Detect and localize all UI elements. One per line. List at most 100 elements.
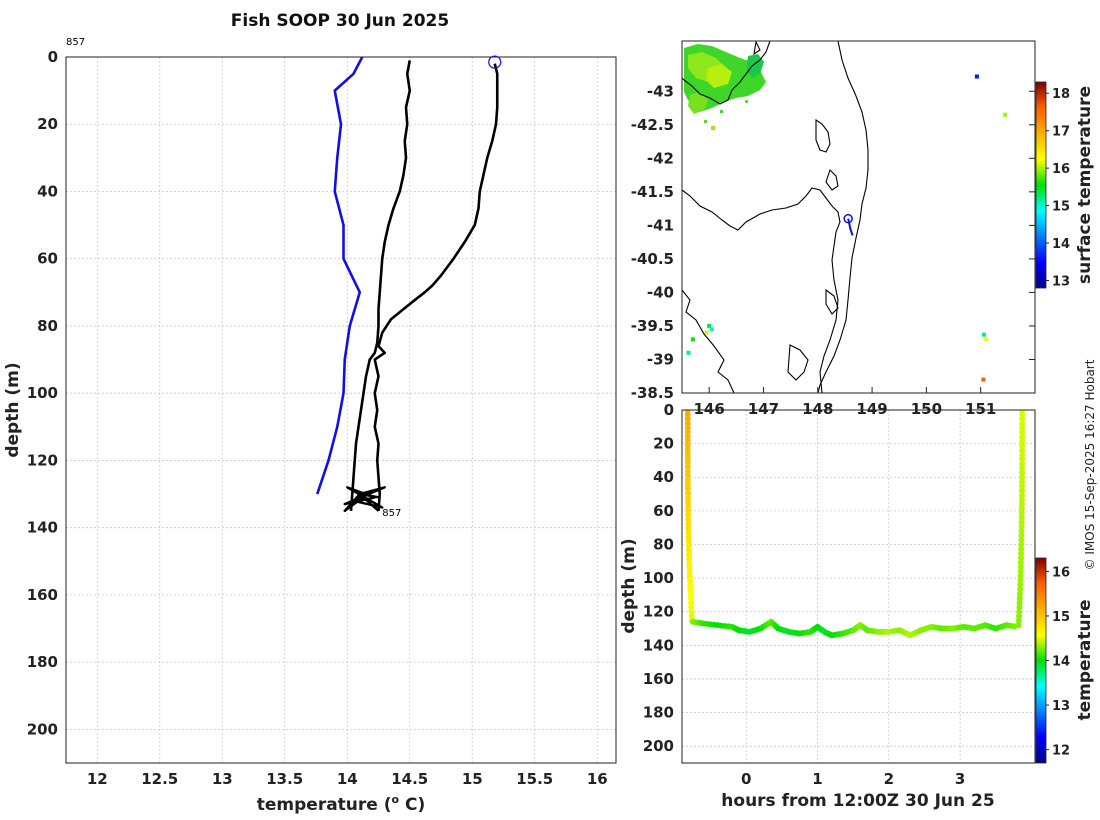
section-cast-point [1018, 505, 1025, 512]
section-cast-point [685, 516, 692, 523]
section-cast-point [684, 437, 691, 444]
section-colorbar-tick-label: 13 [1052, 699, 1070, 714]
section-y-tick-label: 200 [643, 737, 674, 755]
section-colorbar-label: temperature [1075, 599, 1095, 720]
section-cast-point [686, 573, 693, 580]
section-cast-point [1019, 438, 1026, 445]
map-colorbar-tick-label: 18 [1052, 87, 1070, 102]
profile-y-tick-label: 40 [37, 182, 58, 200]
section-cast-point [684, 424, 691, 431]
section-cast-point [1019, 442, 1026, 449]
map-colorbar-tick-label: 13 [1052, 275, 1070, 290]
section-cast-point [684, 463, 691, 470]
profile-x-label: temperature (o C) [257, 793, 426, 815]
map-x-ticks: 146 147 148 149 150 151 [693, 387, 996, 418]
section-colorbar [1035, 557, 1047, 764]
section-cast-point [1018, 514, 1025, 521]
section-cast-point [684, 481, 691, 488]
section-cast-point [1018, 519, 1025, 526]
profile-x-tick-label: 15.5 [516, 770, 553, 788]
map-colorbar-ticks: 13 14 15 16 17 18 [1046, 87, 1070, 290]
map-colorbar-tick-label: 15 [1052, 200, 1070, 215]
section-cast-point [1019, 469, 1026, 476]
section-cast-point [684, 459, 691, 466]
map-x-tick-label: 146 [693, 400, 724, 418]
section-cast-point [684, 442, 691, 449]
section-cast-point [687, 595, 694, 602]
coast-victoria [682, 41, 771, 105]
coast-island-b [825, 168, 839, 191]
section-cast-point [684, 415, 691, 422]
section-cast-point [687, 577, 694, 584]
section-cast-point [686, 551, 693, 558]
profile-line-profile-b [349, 60, 412, 511]
section-cast-point [685, 520, 692, 527]
coast-maria-island [825, 288, 839, 315]
section-cast-point [1018, 541, 1025, 548]
map-sst-pixel [690, 337, 695, 342]
section-y-tick-label: 80 [653, 535, 674, 553]
section-cast-point [685, 503, 692, 510]
profile-x-label-main: temperature ( [257, 795, 392, 815]
profile-bottom-scribble [343, 486, 386, 513]
section-cast-point [688, 599, 695, 606]
section-cast-point [1017, 586, 1024, 593]
map-colorbar-label: surface temperature [1075, 86, 1095, 284]
section-cast-point [688, 612, 695, 619]
profile-x-tick-label: 12 [87, 770, 108, 788]
section-cast-point [1016, 613, 1023, 620]
section-cast-point [1016, 608, 1023, 615]
section-cast-point [1019, 483, 1026, 490]
profile-y-tick-label: 0 [48, 48, 58, 66]
profile-y-label: depth (m) [3, 362, 23, 457]
section-points [684, 410, 1026, 639]
coast-tasman-peninsula [787, 344, 809, 381]
section-cast-point [684, 485, 691, 492]
section-cast-point [1019, 429, 1026, 436]
coast-nsw [817, 41, 869, 393]
map-content [682, 41, 1008, 393]
profile-annotation-bottom: 857 [382, 508, 401, 519]
section-colorbar-tick-label: 12 [1052, 744, 1070, 759]
section-y-tick-label: 60 [653, 502, 674, 520]
section-cast-point [1016, 590, 1023, 597]
map-sst-pixel [707, 323, 712, 328]
section-cast-point [685, 512, 692, 519]
profile-panel: Fish SOOP 30 Jun 2025 12 12.5 13 13.5 14 14.5… [3, 11, 617, 815]
map-x-tick-label: 150 [911, 400, 942, 418]
map-sst-pixel [686, 350, 691, 355]
map-y-tick-label: -39 [647, 350, 674, 368]
section-cast-point [1015, 617, 1022, 624]
section-cast-point [1019, 447, 1026, 454]
map-sst-pixel [981, 377, 986, 382]
map-colorbar-tick-label: 17 [1052, 125, 1070, 140]
profile-grid [66, 56, 616, 763]
map-sst-pixel [1003, 112, 1008, 117]
map-y-tick-label: -41 [647, 216, 674, 234]
section-cast-point [1018, 487, 1025, 494]
map-x-tick-label: 149 [856, 400, 887, 418]
profile-y-tick-label: 100 [27, 384, 58, 402]
section-colorbar-tick-label: 16 [1052, 565, 1070, 580]
map-y-tick-label: -42 [647, 149, 674, 167]
map-sst-pixels [686, 74, 1008, 382]
section-cast-point [1016, 595, 1023, 602]
profile-frame [65, 56, 617, 764]
section-cast-point [1019, 415, 1026, 422]
profile-x-tick-label: 13 [212, 770, 233, 788]
section-x-label: hours from 12:00Z 30 Jun 25 [721, 791, 994, 811]
section-cast-point [684, 411, 691, 418]
section-x-tick-label: 2 [884, 770, 894, 788]
map-x-tick-label: 148 [802, 400, 833, 418]
profile-annotation-top: 857 [66, 37, 85, 48]
profile-y-ticks: 0 20 40 60 80 100 120 140 160 180 200 [27, 48, 58, 738]
section-cast-point [685, 542, 692, 549]
profile-y-tick-label: 180 [27, 653, 58, 671]
map-colorbar-tick-label: 16 [1052, 162, 1070, 177]
profile-x-label-sup: o [392, 793, 400, 806]
section-cast-point [1018, 528, 1025, 535]
map-y-ticks: -38.5 -39 -39.5 -40 -40.5 -41 -41.5 -42 -42.5 -43 [631, 82, 1035, 402]
coast-islet [753, 41, 761, 56]
section-cast-point [687, 586, 694, 593]
